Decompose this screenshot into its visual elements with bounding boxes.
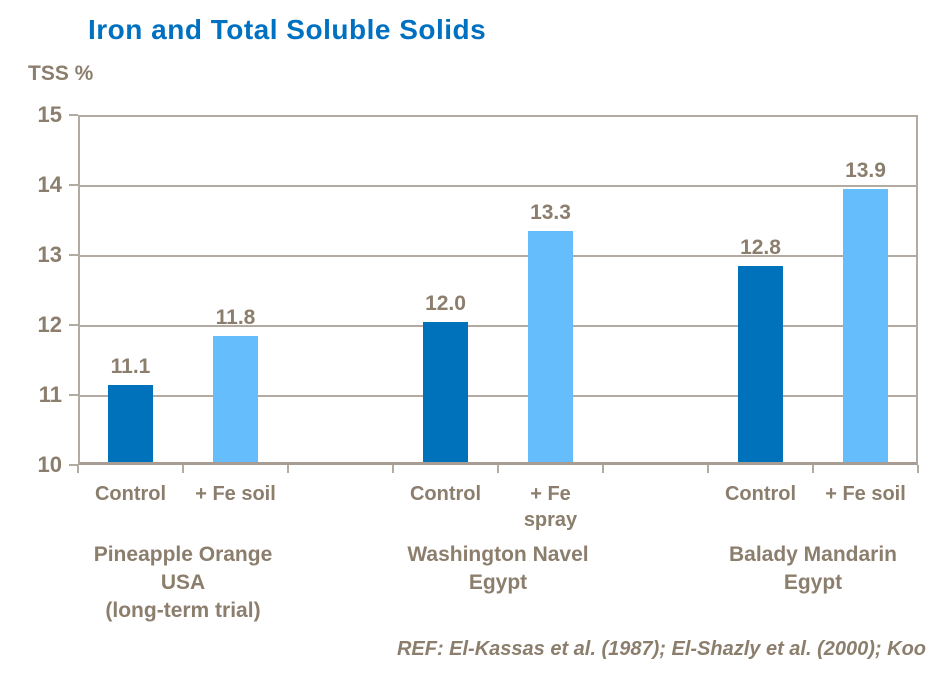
y-tick <box>69 114 78 116</box>
y-axis-label: TSS % <box>28 62 94 85</box>
bar <box>213 336 258 462</box>
y-tick <box>69 254 78 256</box>
bar-value-label: 12.0 <box>425 292 466 315</box>
group-label: Washington Navel Egypt <box>407 543 589 594</box>
y-tick <box>69 184 78 186</box>
reference-text: REF: El-Kassas et al. (1987); El-Shazly … <box>396 638 926 660</box>
bar <box>108 385 153 462</box>
x-tick <box>812 465 814 473</box>
gridline <box>80 325 916 327</box>
bar-value-label: 11.8 <box>215 306 256 329</box>
bar-value-label: 11.1 <box>110 355 151 378</box>
x-tick <box>182 465 184 473</box>
bar-value-label: 12.8 <box>740 236 781 259</box>
chart-title: Iron and Total Soluble Solids <box>88 14 487 45</box>
category-label: + Fe soil <box>825 483 906 505</box>
bar <box>528 231 573 462</box>
category-label: Control <box>94 483 167 505</box>
bar <box>843 189 888 462</box>
y-tick <box>69 394 78 396</box>
y-tick-label: 10 <box>37 452 62 477</box>
x-tick <box>497 465 499 473</box>
gridline <box>80 185 916 187</box>
x-tick <box>917 465 919 473</box>
bar <box>738 266 783 462</box>
y-tick-label: 13 <box>37 242 62 267</box>
bar-value-label: 13.3 <box>530 201 571 224</box>
category-label: + Fe spray <box>523 483 578 531</box>
group-label: Balady Mandarin Egypt <box>728 543 898 594</box>
y-tick <box>69 324 78 326</box>
gridline <box>80 395 916 397</box>
x-tick <box>287 465 289 473</box>
group-label: Pineapple Orange USA (long-term trial) <box>93 543 273 622</box>
y-tick-label: 15 <box>37 102 62 127</box>
x-tick <box>392 465 394 473</box>
plot-area <box>78 115 918 465</box>
category-label: Control <box>409 483 482 505</box>
category-label: + Fe soil <box>195 483 276 505</box>
x-tick <box>707 465 709 473</box>
x-tick <box>77 465 79 473</box>
y-tick-label: 14 <box>37 172 62 197</box>
bar-value-label: 13.9 <box>845 159 886 182</box>
y-tick-label: 12 <box>37 312 62 337</box>
bar <box>423 322 468 462</box>
y-tick <box>69 464 78 466</box>
gridline <box>80 255 916 257</box>
y-tick-label: 11 <box>38 382 62 407</box>
category-label: Control <box>724 483 797 505</box>
x-tick <box>602 465 604 473</box>
